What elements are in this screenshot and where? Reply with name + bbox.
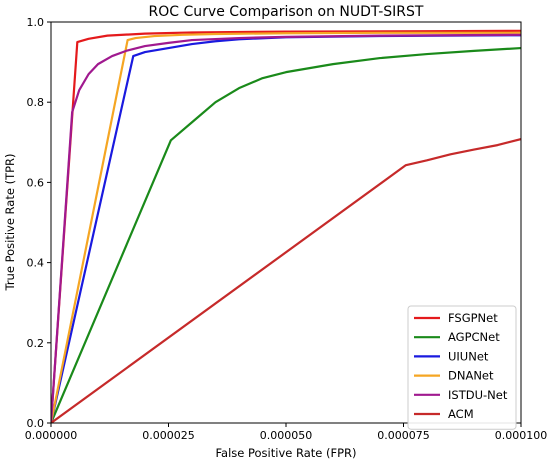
y-axis: 0.0 0.2 0.4 0.6 0.8 1.0 [27, 16, 51, 430]
legend-label-uiunet: UIUNet [448, 349, 489, 363]
x-tick-label: 0.000050 [260, 429, 313, 442]
x-tick-label: 0.000025 [142, 429, 195, 442]
legend: FSGPNet AGPCNet UIUNet DNANet ISTDU-Net ACM [407, 305, 517, 430]
y-axis-label: True Positive Rate (TPR) [3, 153, 17, 291]
y-tick-label: 0.0 [27, 417, 45, 430]
x-tick-label: 0.000075 [377, 429, 430, 442]
x-axis: 0.000000 0.000025 0.000050 0.000075 0.000100 [25, 423, 548, 442]
legend-label-acm: ACM [448, 407, 474, 421]
series-line-fsgpnet [51, 29, 521, 423]
y-tick-label: 0.2 [27, 337, 45, 350]
y-tick-label: 0.6 [27, 176, 45, 189]
y-tick-label: 0.4 [27, 257, 45, 270]
series-line-dnanet [51, 31, 521, 423]
legend-label-dnanet: DNANet [448, 369, 494, 383]
x-tick-label: 0.000000 [25, 429, 78, 442]
chart-title: ROC Curve Comparison on NUDT-SIRST [149, 4, 424, 20]
legend-label-istdu-net: ISTDU-Net [448, 388, 508, 402]
series-line-agpcnet [51, 46, 521, 423]
plot-area [50, 21, 522, 424]
y-tick-label: 1.0 [27, 16, 45, 29]
series-line-acm [51, 138, 521, 423]
x-tick-label: 0.000100 [495, 429, 548, 442]
legend-label-agpcnet: AGPCNet [448, 330, 500, 344]
series-line-istdu-net [51, 33, 521, 423]
x-axis-label: False Positive Rate (FPR) [215, 446, 356, 460]
legend-label-fsgpnet: FSGPNet [448, 311, 498, 325]
y-tick-label: 0.8 [27, 96, 45, 109]
